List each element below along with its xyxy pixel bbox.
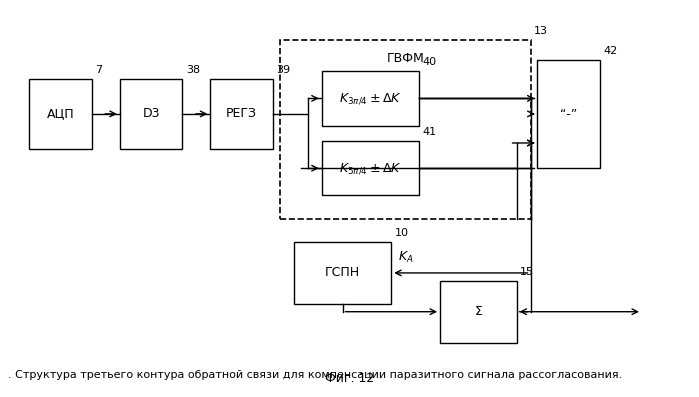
- FancyBboxPatch shape: [210, 79, 273, 149]
- Text: Фиг. 12: Фиг. 12: [325, 372, 374, 385]
- Text: 38: 38: [186, 65, 200, 75]
- FancyBboxPatch shape: [440, 281, 517, 343]
- Text: $K_A$: $K_A$: [398, 250, 414, 265]
- FancyBboxPatch shape: [538, 60, 600, 168]
- Text: $\Sigma$: $\Sigma$: [474, 305, 483, 318]
- FancyBboxPatch shape: [29, 79, 92, 149]
- Text: 39: 39: [276, 65, 291, 75]
- Text: ГВФМ: ГВФМ: [387, 52, 424, 65]
- Text: РЕГЗ: РЕГЗ: [226, 107, 257, 120]
- Text: 40: 40: [423, 57, 437, 67]
- Text: 15: 15: [520, 267, 534, 277]
- Text: 42: 42: [604, 46, 618, 56]
- Text: 41: 41: [423, 127, 437, 137]
- FancyBboxPatch shape: [294, 242, 391, 304]
- FancyBboxPatch shape: [322, 71, 419, 125]
- Text: . Структура третьего контура обратной связи для компенсации паразитного сигнала : . Структура третьего контура обратной св…: [8, 370, 623, 380]
- FancyBboxPatch shape: [120, 79, 182, 149]
- Text: АЦП: АЦП: [47, 107, 74, 120]
- Text: ГСПН: ГСПН: [325, 266, 360, 279]
- Text: $K_{5\pi/4}\pm\Delta K$: $K_{5\pi/4}\pm\Delta K$: [339, 161, 402, 175]
- Text: $K_{3\pi/4}\pm\Delta K$: $K_{3\pi/4}\pm\Delta K$: [339, 91, 402, 106]
- Text: 7: 7: [95, 65, 103, 75]
- Text: 10: 10: [395, 228, 409, 238]
- Text: D3: D3: [143, 107, 160, 120]
- FancyBboxPatch shape: [322, 141, 419, 195]
- Text: “-”: “-”: [560, 107, 577, 120]
- Text: 13: 13: [534, 26, 548, 36]
